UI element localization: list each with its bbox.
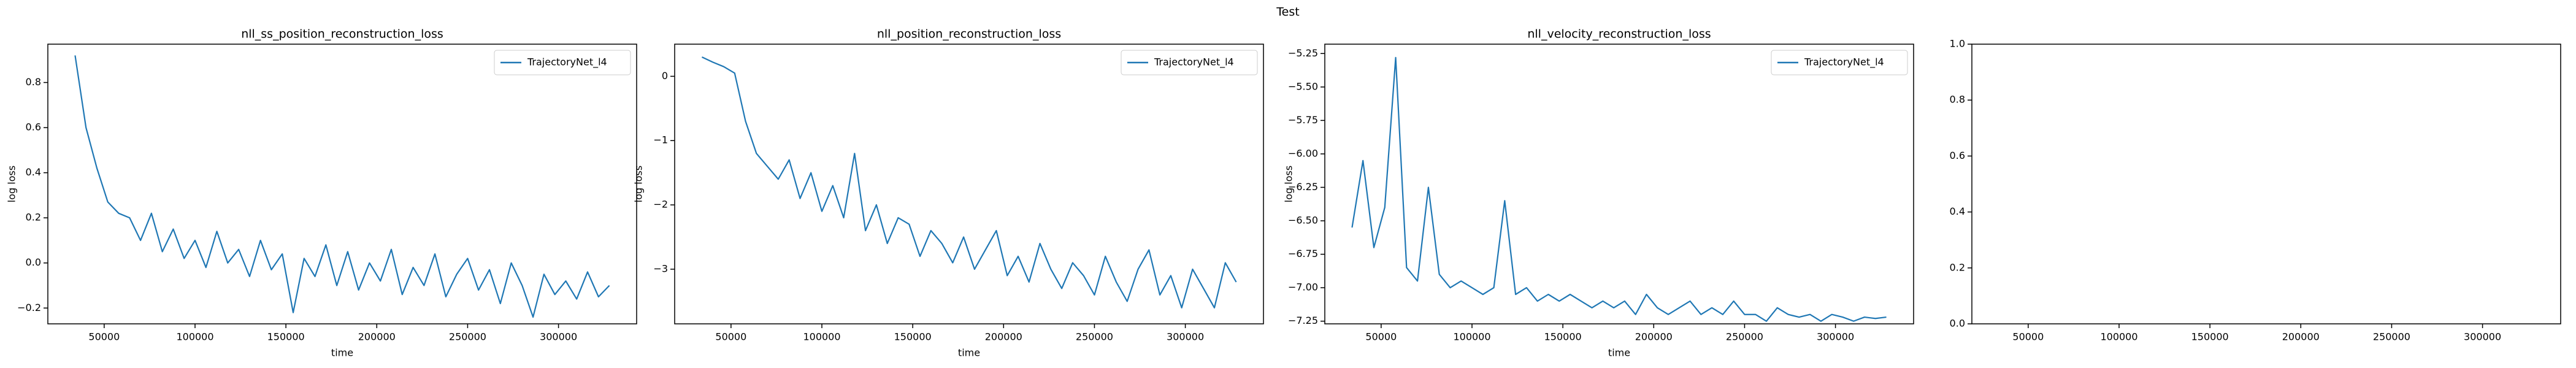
y-tick-label: 0.6	[1950, 150, 1965, 161]
x-tick-label: 150000	[1544, 331, 1582, 343]
y-tick-label: −3	[653, 263, 668, 274]
y-axis-label: log loss	[633, 166, 645, 202]
y-tick-label: 0.2	[1950, 261, 1965, 273]
x-axis-label: time	[1608, 347, 1630, 359]
x-tick-label: 200000	[985, 331, 1022, 343]
legend-label: TrajectoryNet_l4	[527, 56, 607, 69]
x-tick-label: 150000	[2191, 331, 2229, 343]
x-tick-label: 50000	[2012, 331, 2044, 343]
x-tick-label: 300000	[540, 331, 577, 343]
axes-title: nll_ss_position_reconstruction_loss	[241, 28, 443, 41]
x-tick-label: 50000	[1365, 331, 1397, 343]
x-tick-label: 150000	[894, 331, 932, 343]
line-series	[74, 55, 610, 318]
y-tick-label: −1	[653, 134, 668, 146]
y-tick-label: 1.0	[1950, 38, 1965, 50]
legend-label: TrajectoryNet_l4	[1154, 56, 1234, 69]
x-tick-label: 100000	[1453, 331, 1490, 343]
line-series	[1351, 56, 1887, 322]
x-tick-label: 300000	[1817, 331, 1854, 343]
x-tick-label: 100000	[176, 331, 213, 343]
x-tick-label: 250000	[449, 331, 486, 343]
y-tick-label: −5.25	[1288, 47, 1318, 59]
legend-box	[494, 50, 631, 75]
axes-frame	[1324, 44, 1914, 324]
x-tick-label: 100000	[2100, 331, 2137, 343]
y-tick-label: 0	[662, 70, 668, 82]
axes-frame	[674, 44, 1264, 324]
y-axis-label: log loss	[1283, 166, 1295, 202]
y-tick-label: 0.4	[1950, 205, 1965, 217]
legend-box	[1771, 50, 1908, 75]
y-tick-label: 0.6	[26, 121, 41, 133]
y-tick-label: 0.2	[26, 212, 41, 223]
figure-title: Test	[1276, 6, 1299, 19]
axes-frame	[1971, 44, 2561, 324]
x-axis-label: time	[958, 347, 980, 359]
x-tick-label: 50000	[88, 331, 120, 343]
y-tick-label: −6.00	[1288, 147, 1318, 159]
y-tick-label: −5.75	[1288, 114, 1318, 126]
y-tick-label: −0.2	[17, 302, 41, 313]
legend-label: TrajectoryNet_l4	[1804, 56, 1884, 69]
y-tick-label: −6.75	[1288, 248, 1318, 259]
y-tick-label: 0.8	[26, 76, 41, 88]
x-tick-label: 250000	[1076, 331, 1113, 343]
y-tick-label: 0.0	[1950, 318, 1965, 329]
y-tick-label: 0.0	[26, 256, 41, 268]
y-tick-label: −5.50	[1288, 80, 1318, 92]
y-axis-label: log loss	[6, 166, 18, 202]
x-tick-label: 100000	[803, 331, 840, 343]
y-tick-label: −2	[653, 199, 668, 210]
y-tick-label: 0.8	[1950, 94, 1965, 105]
x-tick-label: 200000	[1635, 331, 1673, 343]
legend-box	[1121, 50, 1258, 75]
axes-title: nll_velocity_reconstruction_loss	[1527, 28, 1711, 41]
axes-frame	[47, 44, 637, 324]
x-tick-label: 250000	[2373, 331, 2410, 343]
y-tick-label: −6.25	[1288, 181, 1318, 193]
x-tick-label: 200000	[2282, 331, 2320, 343]
line-series	[701, 56, 1237, 309]
x-tick-label: 250000	[1726, 331, 1763, 343]
y-tick-label: −7.00	[1288, 282, 1318, 293]
y-tick-label: −7.25	[1288, 315, 1318, 326]
axes-title: nll_position_reconstruction_loss	[877, 28, 1061, 41]
x-tick-label: 200000	[358, 331, 396, 343]
x-tick-label: 300000	[1167, 331, 1204, 343]
x-tick-label: 300000	[2464, 331, 2501, 343]
x-tick-label: 50000	[715, 331, 746, 343]
y-tick-label: 0.4	[26, 166, 41, 178]
x-axis-label: time	[331, 347, 353, 359]
y-tick-label: −6.50	[1288, 215, 1318, 226]
x-tick-label: 150000	[267, 331, 305, 343]
